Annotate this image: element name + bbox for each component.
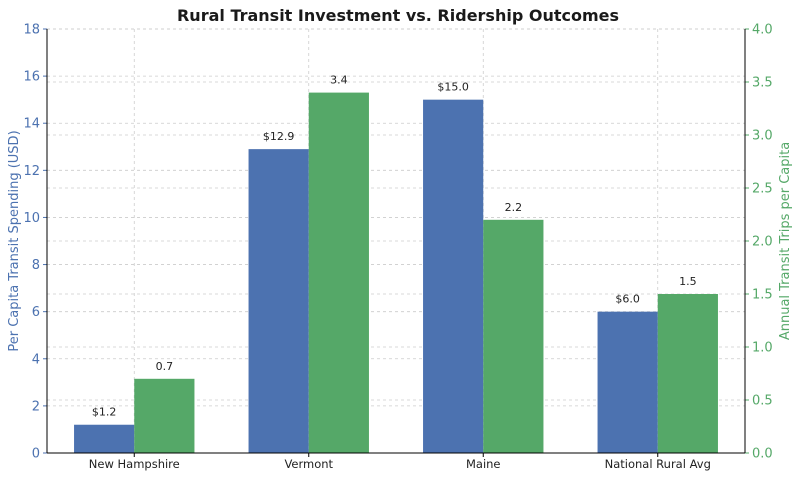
bar-series-1 <box>74 424 135 453</box>
grid <box>47 28 745 454</box>
left-tick-label: 0 <box>32 447 40 462</box>
bar-value-label: $6.0 <box>615 293 640 306</box>
left-tick-label: 4 <box>32 352 40 367</box>
bar-value-label: 0.7 <box>156 360 174 373</box>
chart-title: Rural Transit Investment vs. Ridership O… <box>177 6 619 25</box>
bar-value-label: $1.2 <box>92 406 117 419</box>
bar-value-label: 1.5 <box>679 275 697 288</box>
bar-series-1 <box>423 99 484 454</box>
bars <box>74 92 718 454</box>
bar-series-2 <box>308 92 369 453</box>
left-tick-label: 6 <box>32 305 40 320</box>
left-tick-label: 12 <box>23 164 40 179</box>
left-tick-label: 8 <box>32 258 40 273</box>
left-tick-label: 10 <box>23 211 40 226</box>
left-tick-label: 16 <box>23 70 40 85</box>
right-tick-label: 1.0 <box>752 341 773 356</box>
left-tick-label: 2 <box>32 399 40 414</box>
right-tick-label: 0.0 <box>752 447 773 462</box>
data-labels: $1.2 0.7 $12.9 3.4 $15.0 2.2 $6.0 1.5 <box>92 74 697 419</box>
right-tick-label: 4.0 <box>752 23 773 38</box>
right-tick-label: 3.5 <box>752 76 773 91</box>
bar-series-2 <box>134 378 195 453</box>
right-tick-label: 2.0 <box>752 235 773 250</box>
category-label: New Hampshire <box>89 457 180 471</box>
right-axis-title: Annual Transit Trips per Capita <box>778 142 793 340</box>
bar-value-label: $12.9 <box>263 130 295 143</box>
right-tick-label: 3.0 <box>752 129 773 144</box>
bar-series-1 <box>248 149 309 453</box>
left-tick-label: 18 <box>23 23 40 38</box>
bar-value-label: 3.4 <box>330 74 348 87</box>
left-axis-title: Per Capita Transit Spending (USD) <box>7 130 22 351</box>
bar-series-1 <box>597 311 658 453</box>
bar-value-label: $15.0 <box>437 81 469 94</box>
axes: 0 2 4 6 8 10 12 14 16 18 0.0 0.5 1.0 1.5 2.0 2.5 3.0 3.5 4… <box>23 23 772 472</box>
category-label: National Rural Avg <box>605 457 711 471</box>
right-tick-label: 2.5 <box>752 182 773 197</box>
left-tick-label: 14 <box>23 117 40 132</box>
category-label: Maine <box>466 457 501 471</box>
bar-series-2 <box>483 219 544 453</box>
bar-value-label: 2.2 <box>505 201 523 214</box>
category-label: Vermont <box>284 457 333 471</box>
right-tick-label: 0.5 <box>752 394 773 409</box>
right-tick-label: 1.5 <box>752 288 773 303</box>
bar-series-2 <box>657 294 718 453</box>
